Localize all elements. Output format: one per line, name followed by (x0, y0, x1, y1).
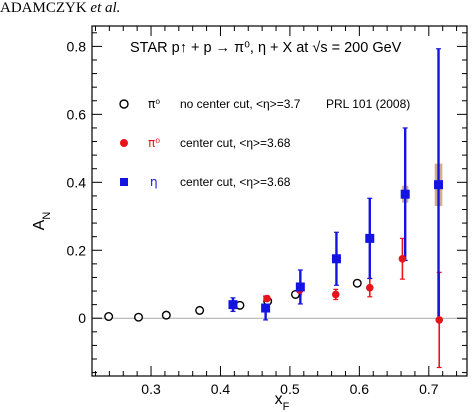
data-point-eta (228, 300, 238, 310)
data-point-eta (295, 282, 305, 292)
data-point-pi0-center (435, 316, 444, 324)
legend-symbol-pi0-open: π⁰ (148, 97, 160, 111)
y-tick-label: 0.2 (67, 242, 87, 258)
header-author-suffix: et al. (90, 0, 121, 16)
data-point-pi0-center (365, 283, 374, 292)
page-header: ADAMCZYK et al. (0, 0, 120, 16)
legend-marker-eta (120, 178, 128, 186)
y-tick-labels: 0 0.2 0.4 0.6 0.8 (67, 38, 87, 326)
header-author: ADAMCZYK (0, 0, 87, 16)
data-point-pi0-open (352, 278, 362, 288)
plot-frame (91, 25, 468, 377)
data-point-eta (365, 233, 375, 243)
data-point-pi0-open (104, 312, 114, 322)
legend-marker-pi0-center (120, 139, 128, 147)
x-tick-label: 0.4 (211, 381, 231, 397)
data-point-pi0-open (161, 310, 171, 320)
legend: π⁰ no center cut, <η>=3.7 PRL 101 (2008)… (119, 97, 410, 189)
y-tick-label: 0.8 (67, 38, 87, 54)
legend-citation: PRL 101 (2008) (326, 97, 410, 111)
x-tick-labels: 0.3 0.4 0.5 0.6 0.7 (141, 381, 438, 397)
legend-label-eta: center cut, <η>=3.68 (180, 175, 291, 189)
x-tick-label: 0.3 (141, 381, 161, 397)
data-point-eta (331, 254, 341, 264)
legend-symbol-eta: η (150, 175, 158, 189)
data-point-eta (261, 303, 271, 313)
y-axis-title: AN (31, 212, 53, 231)
legend-label-pi0-center: center cut, <η>=3.68 (180, 136, 291, 150)
y-tick-label: 0 (78, 310, 86, 326)
x-tick-label: 0.6 (350, 381, 370, 397)
data-markers (104, 180, 444, 324)
data-point-pi0-center (398, 254, 407, 263)
tick-marks (92, 26, 467, 376)
y-tick-label: 0.6 (67, 106, 87, 122)
data-point-pi0-open (195, 305, 205, 315)
data-point-pi0-center (263, 294, 271, 303)
x-tick-label: 0.7 (419, 381, 439, 397)
x-tick-label: 0.5 (280, 381, 300, 397)
legend-marker-pi0-open (119, 99, 129, 109)
chart-title: STAR p↑ + p → π⁰, η + X at √s = 200 GeV (130, 40, 402, 56)
y-tick-label: 0.4 (67, 174, 87, 190)
data-point-pi0-open (134, 312, 144, 322)
data-point-eta (434, 180, 444, 190)
data-point-eta (400, 189, 410, 199)
data-point-pi0-center (331, 290, 340, 299)
legend-label-pi0-open: no center cut, <η>=3.7 (180, 97, 301, 111)
legend-symbol-pi0-center: π⁰ (148, 136, 160, 150)
